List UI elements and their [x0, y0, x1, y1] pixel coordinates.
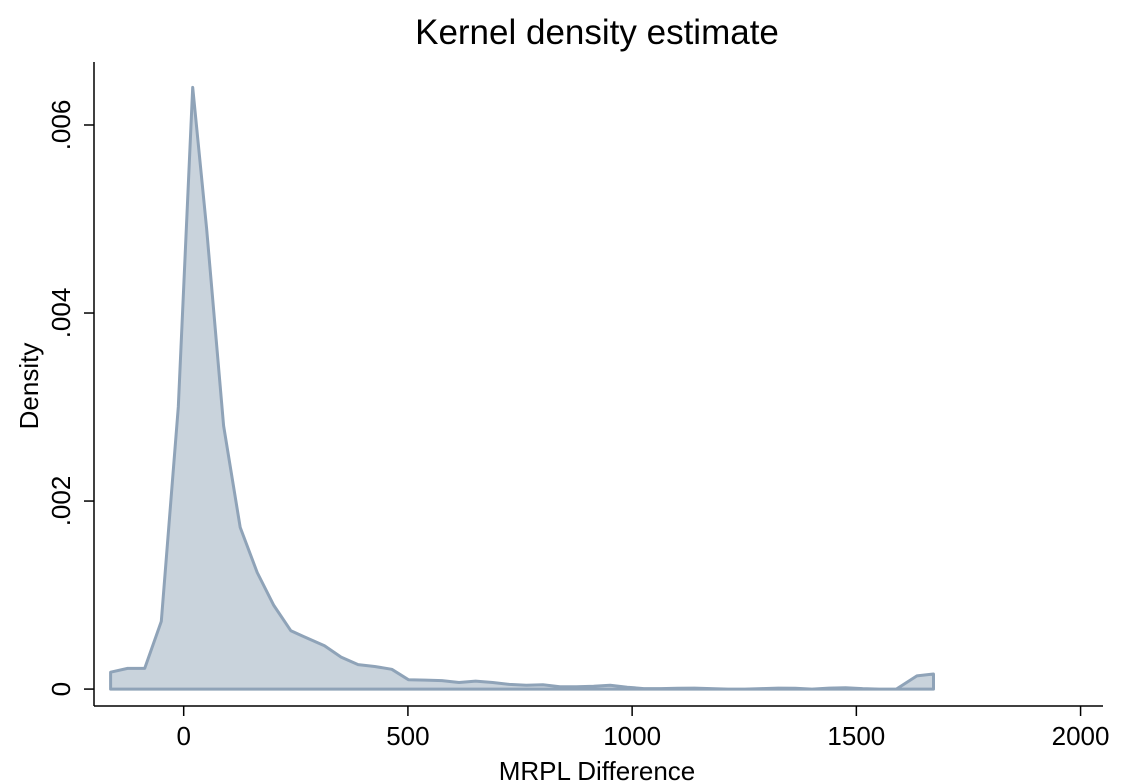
y-tick-label: .004 — [46, 288, 76, 339]
x-axis-label: MRPL Difference — [499, 756, 696, 783]
y-axis-label: Density — [14, 343, 44, 430]
x-tick-label: 1000 — [603, 721, 661, 751]
y-tick-label: 0 — [46, 682, 76, 696]
y-tick-label: .002 — [46, 476, 76, 527]
chart-title: Kernel density estimate — [415, 13, 779, 52]
x-axis: 0 500 1000 1500 2000 — [94, 705, 1110, 751]
density-area — [109, 85, 935, 691]
y-axis: 0 .002 .004 .006 — [46, 62, 95, 706]
y-tick-label: .006 — [46, 100, 76, 151]
x-tick-label: 500 — [386, 721, 429, 751]
x-tick-label: 0 — [176, 721, 190, 751]
x-tick-label: 2000 — [1052, 721, 1110, 751]
x-tick-label: 1500 — [827, 721, 885, 751]
plot-area — [109, 85, 935, 691]
